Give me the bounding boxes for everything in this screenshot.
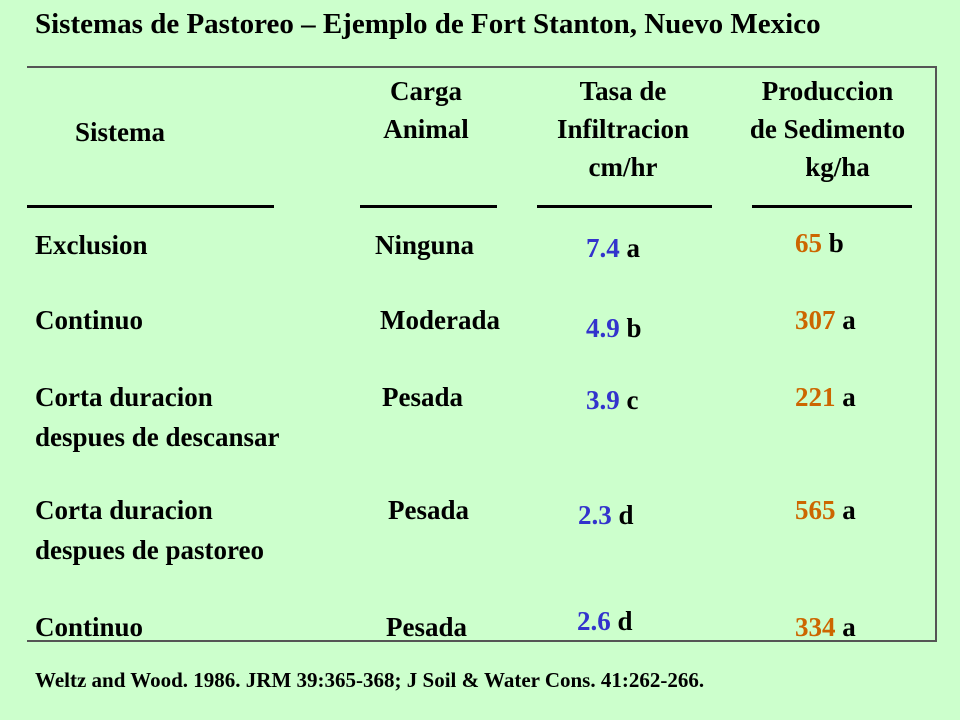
header-prod-line2: de Sedimento (749, 114, 906, 144)
row1-sistema: Exclusion (35, 230, 148, 260)
row4-prod-letter: a (842, 495, 856, 525)
header-prod-line3: kg/ha (805, 152, 870, 182)
row2-prod-value: 307 (795, 305, 836, 335)
row4-tasa: 2.3 d (578, 500, 634, 531)
citation-footer: Weltz and Wood. 1986. JRM 39:365-368; J … (35, 668, 705, 692)
row1-tasa: 7.4 a (586, 233, 640, 264)
row5-tasa: 2.6 d (577, 606, 633, 637)
row1-prod: 65 b (795, 228, 844, 259)
row3-prod-letter: a (842, 382, 856, 412)
row1-carga: Ninguna (375, 230, 475, 260)
row2-tasa-letter: b (626, 313, 642, 343)
header-prod-line1: Produccion (761, 76, 894, 106)
header-rule-sistema (27, 205, 274, 208)
header-tasa-line1: Tasa de (579, 76, 667, 106)
page-title: Sistemas de Pastoreo – Ejemplo de Fort S… (35, 8, 821, 40)
row2-tasa-value: 4.9 (586, 313, 620, 343)
table-frame (27, 66, 937, 642)
row2-prod: 307 a (795, 305, 856, 336)
row4-sistema-line1: Corta duracion (35, 495, 213, 525)
row4-tasa-value: 2.3 (578, 500, 612, 530)
row3-sistema-line2: despues de descansar (35, 422, 280, 452)
row4-tasa-letter: d (618, 500, 634, 530)
row2-carga: Moderada (380, 305, 500, 335)
header-tasa: Tasa de Infiltracion cm/hr (538, 72, 708, 186)
row2-prod-letter: a (842, 305, 856, 335)
row1-tasa-letter: a (626, 233, 641, 263)
row4-prod-value: 565 (795, 495, 836, 525)
header-carga-line2: Animal (383, 114, 469, 144)
row5-tasa-letter: d (617, 606, 633, 636)
header-sistema: Sistema (75, 117, 165, 147)
row5-prod-value: 334 (795, 612, 836, 642)
row5-tasa-value: 2.6 (577, 606, 611, 636)
header-carga: Carga Animal (375, 72, 477, 148)
header-rule-produccion (752, 205, 912, 208)
row5-sistema: Continuo (35, 612, 144, 642)
row3-tasa-letter: c (626, 385, 639, 415)
row2-tasa: 4.9 b (586, 313, 642, 344)
header-rule-tasa (537, 205, 712, 208)
row1-prod-letter: b (828, 228, 844, 258)
header-tasa-line3: cm/hr (588, 152, 658, 182)
row4-carga: Pesada (388, 495, 469, 525)
header-carga-line1: Carga (390, 76, 462, 106)
row3-sistema-line1: Corta duracion (35, 382, 213, 412)
row4-prod: 565 a (795, 495, 856, 526)
row3-tasa-value: 3.9 (586, 385, 620, 415)
header-produccion: Produccion de Sedimento kg/ha (730, 72, 925, 186)
row4-sistema-line2: despues de pastoreo (35, 535, 265, 565)
row5-prod-letter: a (842, 612, 856, 642)
header-tasa-line2: Infiltracion (557, 114, 689, 144)
row3-carga: Pesada (382, 382, 463, 412)
row2-sistema: Continuo (35, 305, 144, 335)
row1-tasa-value: 7.4 (586, 233, 620, 263)
row5-carga: Pesada (386, 612, 467, 642)
row3-prod: 221 a (795, 382, 856, 413)
row1-prod-value: 65 (795, 228, 822, 258)
row5-prod: 334 a (795, 612, 856, 643)
row3-prod-value: 221 (795, 382, 836, 412)
header-rule-carga (360, 205, 497, 208)
row3-tasa: 3.9 c (586, 385, 638, 416)
